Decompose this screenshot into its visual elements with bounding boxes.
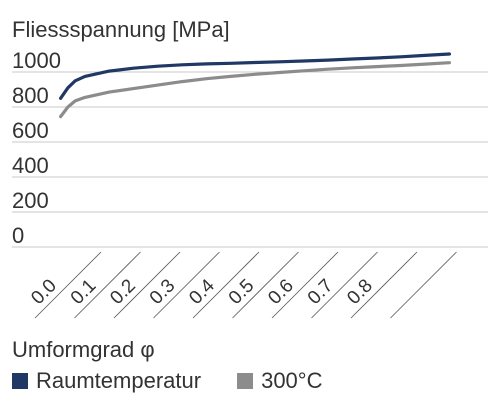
- x-tick-separator: [34, 251, 102, 319]
- y-axis-ticks: 0 200 400 600 800 1000: [12, 48, 61, 248]
- x-tick-separator: [74, 251, 141, 319]
- series-line-1: [59, 61, 451, 119]
- series-layer: [59, 52, 451, 119]
- legend-label-raumtemperatur: Raumtemperatur: [36, 368, 202, 393]
- x-tick-separator: [390, 251, 457, 319]
- y-tick-label: 0: [12, 223, 24, 248]
- y-tick-label: 1000: [12, 48, 61, 73]
- legend: Raumtemperatur 300°C: [12, 368, 358, 394]
- x-tick-separator: [113, 251, 181, 319]
- x-tick-label: 0.6: [264, 275, 298, 309]
- x-tick-label: 0.3: [146, 275, 180, 309]
- x-tick-separator: [192, 251, 260, 319]
- series-line-0: [59, 52, 451, 100]
- legend-item-raumtemperatur: Raumtemperatur: [12, 368, 201, 394]
- x-axis-ticks: 0.0 0.1 0.2 0.3 0.4 0.5 0.6 0.7 0.8: [27, 251, 457, 319]
- x-tick-label: 0.8: [343, 275, 377, 309]
- x-tick-separator: [153, 251, 220, 319]
- x-tick-separator: [350, 251, 418, 319]
- x-tick-label: 0.2: [106, 275, 140, 309]
- x-axis-label: Umformgrad φ: [12, 337, 155, 362]
- x-tick-separator: [271, 251, 339, 319]
- x-tick-label: 0.4: [185, 275, 219, 309]
- chart-title: Fliessspannung [MPa]: [12, 17, 230, 42]
- legend-label-300c: 300°C: [261, 368, 323, 393]
- x-tick-label: 0.5: [225, 275, 259, 309]
- legend-item-300c: 300°C: [237, 368, 322, 394]
- grid-layer: [12, 71, 488, 248]
- y-tick-label: 400: [12, 153, 49, 178]
- y-tick-label: 600: [12, 118, 49, 143]
- legend-swatch-300c: [237, 373, 254, 389]
- x-tick-label: 0.1: [67, 275, 101, 309]
- x-tick-label: 0.7: [304, 275, 338, 309]
- legend-swatch-raumtemperatur: [12, 373, 28, 389]
- x-tick-label: 0.0: [27, 275, 61, 309]
- x-tick-separator: [232, 251, 299, 319]
- y-tick-label: 200: [12, 188, 49, 213]
- y-tick-label: 800: [12, 83, 49, 108]
- x-tick-separator: [311, 251, 378, 319]
